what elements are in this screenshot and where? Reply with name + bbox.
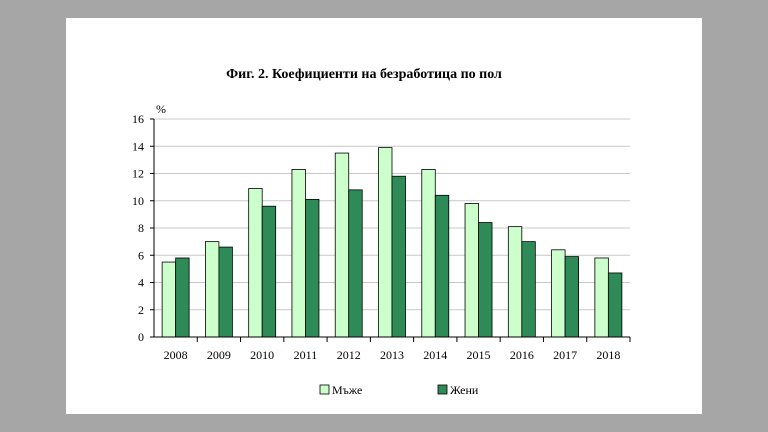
x-tick-label: 2010 xyxy=(250,348,274,362)
x-tick-label: 2015 xyxy=(467,348,491,362)
y-tick-label: 4 xyxy=(138,276,144,290)
bar-women-2015 xyxy=(478,222,493,338)
x-tick-label: 2018 xyxy=(596,348,620,362)
y-tick-label: 6 xyxy=(138,248,144,262)
bar-women-2014 xyxy=(434,194,450,338)
bars xyxy=(161,147,623,338)
bar-men-2015 xyxy=(464,203,479,338)
bar-chart: Фиг. 2. Коефициенти на безработица по по… xyxy=(132,67,631,397)
legend: Мъже Жени xyxy=(319,383,479,397)
y-tick-label: 2 xyxy=(138,303,144,317)
bar-men-2008 xyxy=(161,261,177,338)
chart-slide: Фиг. 2. Коефициенти на безработица по по… xyxy=(66,18,702,414)
bar-women-2018 xyxy=(607,272,623,338)
legend-swatch-men xyxy=(319,384,330,395)
y-tick-label: 12 xyxy=(132,167,144,181)
bar-women-2012 xyxy=(348,189,363,338)
bar-women-2008 xyxy=(175,257,190,338)
x-tick-label: 2012 xyxy=(337,348,361,362)
bar-women-2013 xyxy=(391,175,406,338)
y-tick-label: 10 xyxy=(132,194,144,208)
bar-men-2009 xyxy=(205,241,220,338)
axes: 0 2 4 6 8 10 12 14 16 2008 2009 2010 2011 2012 2013 201… xyxy=(132,112,631,362)
x-tick-label: 2009 xyxy=(207,348,231,362)
bar-women-2017 xyxy=(564,256,579,338)
bar-men-2017 xyxy=(551,249,566,338)
y-tick-label: 0 xyxy=(138,330,144,344)
bar-men-2014 xyxy=(421,169,436,338)
bar-women-2010 xyxy=(261,205,277,338)
bar-women-2016 xyxy=(521,241,536,338)
chart-title: Фиг. 2. Коефициенти на безработица по по… xyxy=(226,67,502,82)
bar-men-2018 xyxy=(594,257,609,338)
y-tick-label: 14 xyxy=(132,139,144,153)
bar-men-2011 xyxy=(291,169,306,338)
bar-women-2011 xyxy=(305,198,320,338)
x-tick-label: 2013 xyxy=(380,348,404,362)
x-tick-label: 2008 xyxy=(164,348,188,362)
bar-men-2013 xyxy=(378,147,393,338)
x-tick-label: 2016 xyxy=(510,348,534,362)
x-tick-label: 2014 xyxy=(423,348,447,362)
bar-men-2016 xyxy=(507,226,523,338)
y-axis-unit-label: % xyxy=(156,102,166,116)
bar-men-2012 xyxy=(334,152,350,338)
y-tick-label: 8 xyxy=(138,221,144,235)
bar-women-2009 xyxy=(218,246,233,338)
legend-swatch-women xyxy=(437,384,448,395)
x-tick-label: 2017 xyxy=(553,348,577,362)
x-tick-label: 2011 xyxy=(294,348,318,362)
legend-label-women: Жени xyxy=(450,383,479,397)
legend-label-men: Мъже xyxy=(332,383,362,397)
y-tick-label: 16 xyxy=(132,112,144,126)
bar-men-2010 xyxy=(248,188,263,338)
